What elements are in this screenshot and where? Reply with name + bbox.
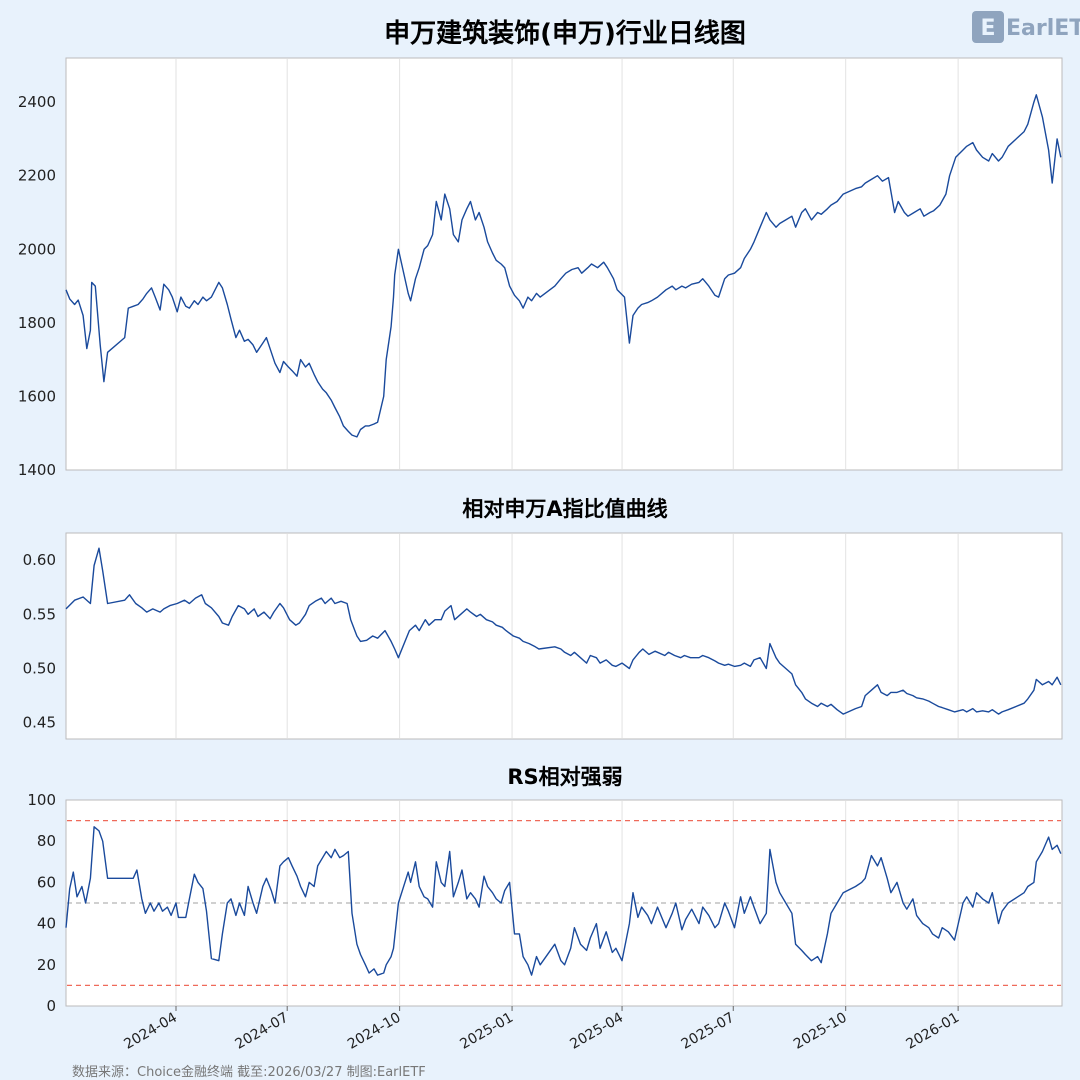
x-tick-label: 2025-04 — [567, 1010, 626, 1053]
price-series-line-0 — [65, 94, 1062, 438]
rs-y-tick-label: 80 — [37, 832, 56, 850]
x-tick-label: 2025-10 — [791, 1010, 850, 1053]
x-tick-label: 2025-07 — [679, 1010, 738, 1053]
ratio-chart-plot-area — [65, 532, 1063, 740]
rs-y-tick-label: 0 — [46, 997, 56, 1015]
ratio-y-tick-label: 0.45 — [23, 714, 56, 732]
logo-glyph: E — [980, 16, 995, 41]
x-axis: 2024-04 2024-07 2024-10 2025-01 2025-04 2025-… — [121, 1006, 962, 1053]
x-tick-label: 2024-07 — [233, 1010, 292, 1053]
price-y-tick-label: 1400 — [18, 461, 56, 479]
source-note: 数据来源：Choice金融终端 截至:2026/03/27 制图:EarlETF — [72, 1064, 426, 1080]
rs-y-tick-label: 60 — [37, 873, 56, 891]
price-y-tick-label: 2000 — [18, 240, 56, 258]
rs-series-line-0 — [65, 826, 1062, 976]
price-chart: 1400 1600 1800 2000 2200 2400 — [18, 59, 1062, 479]
logo-mark — [972, 11, 1004, 43]
ratio-y-tick-label: 0.55 — [23, 605, 56, 623]
logo-text: EarlETF — [1006, 16, 1080, 41]
x-tick-label: 2025-01 — [457, 1010, 516, 1053]
rs-y-tick-label: 20 — [37, 956, 56, 974]
price-chart-title: 申万建筑装饰(申万)行业日线图 — [384, 18, 746, 49]
price-y-tick-label: 2200 — [18, 167, 56, 185]
rs-chart-title: RS相对强弱 — [507, 765, 622, 789]
rs-y-tick-label: 40 — [37, 915, 56, 933]
x-tick-label: 2026-01 — [903, 1010, 962, 1053]
logo: E EarlETF — [972, 11, 1080, 43]
rs-y-tick-label: 100 — [27, 791, 56, 809]
ratio-y-tick-label: 0.60 — [23, 551, 56, 569]
price-y-tick-label: 2400 — [18, 93, 56, 111]
price-chart-plot-area — [65, 57, 1063, 471]
price-y-tick-label: 1600 — [18, 387, 56, 405]
price-y-tick-label: 1800 — [18, 314, 56, 332]
x-tick-label: 2024-10 — [345, 1010, 404, 1053]
ratio-chart-title: 相对申万A指比值曲线 — [462, 497, 667, 521]
ratio-series-line-0 — [65, 547, 1062, 715]
ratio-y-tick-label: 0.50 — [23, 660, 56, 678]
ratio-chart: 0.45 0.50 0.55 0.60 — [23, 534, 1062, 738]
x-tick-label: 2024-04 — [121, 1010, 180, 1053]
rs-chart: 0 20 40 60 80 100 — [27, 791, 1062, 1015]
